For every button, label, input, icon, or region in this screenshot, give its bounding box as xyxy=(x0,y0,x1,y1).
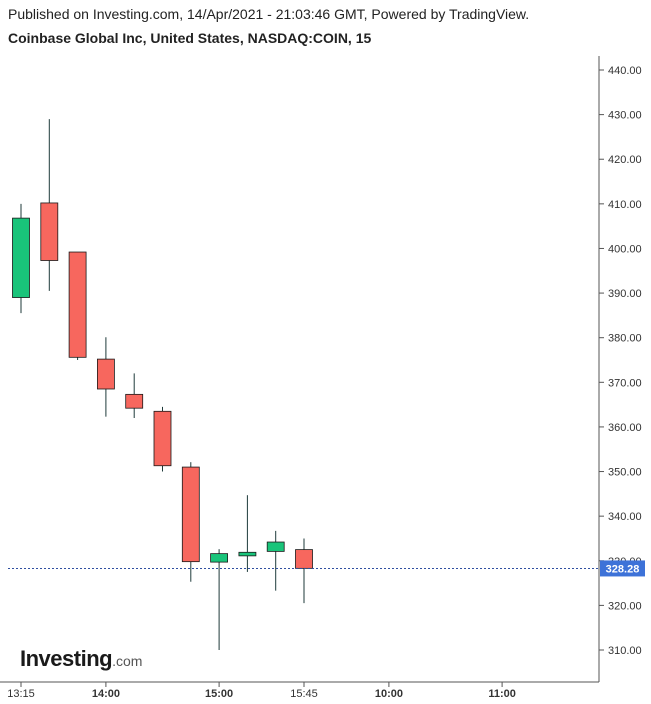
candle[interactable] xyxy=(295,538,313,604)
candle[interactable] xyxy=(238,495,257,572)
candle-body-up xyxy=(266,541,285,552)
y-tick-label: 410.00 xyxy=(608,199,642,211)
last-price-label: 328.28 xyxy=(606,563,640,575)
candle[interactable] xyxy=(97,337,115,417)
investing-logo: Investing.com xyxy=(20,646,142,672)
y-tick-label: 440.00 xyxy=(608,65,642,77)
y-tick-label: 400.00 xyxy=(608,243,642,255)
candle-body-up xyxy=(12,217,30,298)
candle-body-up xyxy=(238,551,257,557)
candle[interactable] xyxy=(266,530,285,591)
last-price-marker: 328.28 xyxy=(8,560,645,577)
candle[interactable] xyxy=(181,462,200,582)
symbol-title: Coinbase Global Inc, United States, NASD… xyxy=(8,30,372,46)
x-tick-label: 13:15 xyxy=(7,688,35,700)
x-tick-label: 15:45 xyxy=(290,688,318,700)
y-tick-label: 350.00 xyxy=(608,467,642,479)
logo-brand: Investing xyxy=(20,646,113,671)
y-tick-label: 360.00 xyxy=(608,422,642,434)
y-tick-label: 430.00 xyxy=(608,110,642,122)
candle-body-down xyxy=(295,549,313,569)
y-tick-label: 420.00 xyxy=(608,154,642,166)
candle-body-down xyxy=(68,251,87,358)
x-tick-label: 11:00 xyxy=(488,688,516,700)
x-tick-label: 14:00 xyxy=(92,688,120,700)
plot-area[interactable] xyxy=(12,119,313,650)
logo-suffix: .com xyxy=(112,653,143,669)
candle[interactable] xyxy=(125,373,144,418)
candle[interactable] xyxy=(12,203,30,314)
candle-body-down xyxy=(97,358,115,390)
y-tick-label: 380.00 xyxy=(608,333,642,345)
y-tick-label: 340.00 xyxy=(608,511,642,523)
candle-body-up xyxy=(210,553,229,563)
candle-body-down xyxy=(181,466,200,563)
candle[interactable] xyxy=(40,119,59,291)
last-price-badge xyxy=(600,560,645,577)
y-tick-label: 310.00 xyxy=(608,645,642,657)
published-line: Published on Investing.com, 14/Apr/2021 … xyxy=(8,6,530,22)
y-tick-label: 320.00 xyxy=(608,600,642,612)
candle[interactable] xyxy=(153,406,172,472)
y-tick-label: 370.00 xyxy=(608,377,642,389)
y-tick-label: 390.00 xyxy=(608,288,642,300)
x-axis: 13:15 14:00 15:00 15:45 10:00 11:00 xyxy=(0,681,599,700)
y-axis: 440.00 430.00 420.00 410.00 400.00 390.00 380.… xyxy=(598,56,642,682)
candle-body-down xyxy=(40,202,59,261)
x-tick-label: 15:00 xyxy=(205,688,233,700)
x-tick-label: 10:00 xyxy=(375,688,403,700)
candle-body-down xyxy=(153,410,172,467)
candle-body-down xyxy=(125,393,144,409)
candle[interactable] xyxy=(210,549,229,650)
candle[interactable] xyxy=(68,251,87,360)
